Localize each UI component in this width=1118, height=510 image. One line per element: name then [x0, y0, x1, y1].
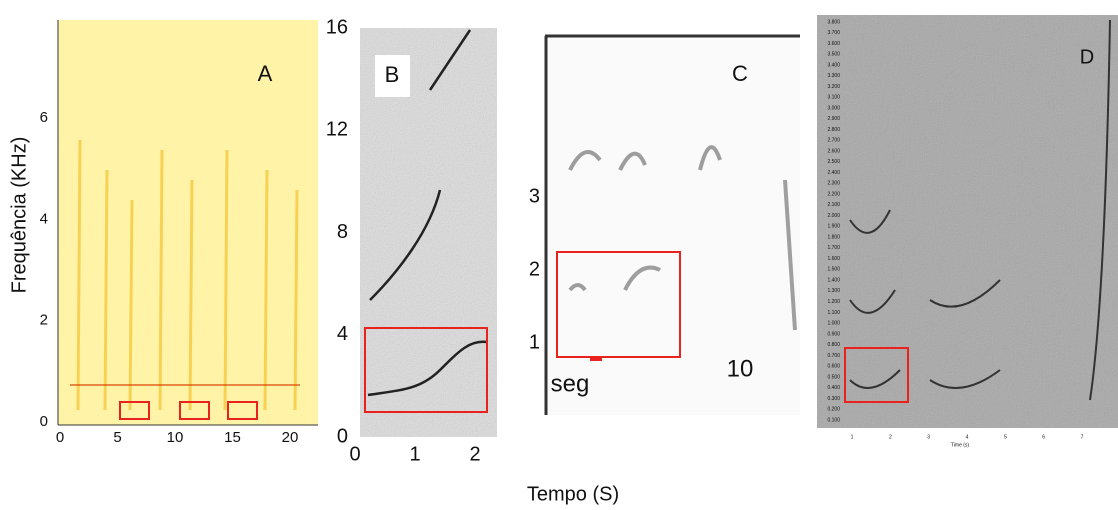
y-tick-label: 2: [529, 258, 540, 280]
y-tick-label: 3.600: [827, 41, 840, 47]
y-tick-label: 3: [529, 185, 540, 207]
y-tick-label: 3.400: [827, 62, 840, 68]
y-tick-label: 16: [326, 16, 348, 38]
x-tick-label: 1: [409, 443, 420, 465]
noise-d: [817, 15, 1118, 428]
y-tick-label: 12: [326, 119, 348, 141]
y-tick-label: 2.800: [827, 127, 840, 133]
panel-letter: C: [732, 61, 748, 86]
y-tick-label: 2.100: [827, 202, 840, 208]
panel-letter: B: [385, 62, 400, 87]
y-tick-label: 2: [40, 312, 48, 329]
y-tick-label: 2.200: [827, 191, 840, 197]
y-tick-label: 0.200: [827, 407, 840, 413]
x-tick-label: 3: [927, 434, 930, 440]
y-tick-label: 2.600: [827, 148, 840, 154]
y-tick-label: 3.800: [827, 19, 840, 25]
y-axis-label: Frequência (KHz): [8, 137, 30, 294]
highlight-box: [844, 347, 909, 403]
y-tick-label: 3.500: [827, 52, 840, 58]
x-tick-label: 6: [1042, 434, 1045, 440]
y-tick-label: 2.300: [827, 181, 840, 187]
y-tick-label: 3.100: [827, 95, 840, 101]
y-tick-label: 0.900: [827, 331, 840, 337]
signal-a: [76, 139, 299, 411]
y-tick-label: 8: [337, 221, 348, 243]
y-tick-label: 4: [40, 210, 48, 227]
y-tick-label: 2.400: [827, 170, 840, 176]
highlight-box: [556, 251, 681, 358]
y-tick-label: 1.800: [827, 234, 840, 240]
y-tick-label: 0.300: [827, 396, 840, 402]
y-tick-label: 0.400: [827, 385, 840, 391]
x-tick-label: 7: [1081, 434, 1084, 440]
x-tick-label: 0: [349, 443, 360, 465]
x-axis-label: Time (s): [951, 442, 969, 448]
spectrogram-a: [58, 20, 318, 425]
y-tick-label: 3.300: [827, 73, 840, 79]
y-tick-label: 2.500: [827, 159, 840, 165]
scale-mark: [590, 356, 602, 361]
y-tick-label: 4: [337, 323, 348, 345]
y-tick-label: 1.700: [827, 245, 840, 251]
x-tick-label: 10: [167, 429, 184, 446]
y-tick-label: 1: [529, 331, 540, 353]
x-tick-label: 2: [469, 443, 480, 465]
y-tick-label: 2.700: [827, 138, 840, 144]
signal-b: [367, 29, 488, 397]
x-tick-label: 0: [56, 429, 64, 446]
x-tick-label: 5: [1004, 434, 1007, 440]
y-tick-label: 1.900: [827, 224, 840, 230]
signal-c: [568, 145, 797, 331]
x-tick-label: 15: [224, 429, 241, 446]
y-tick-label: 1.500: [827, 267, 840, 273]
y-tick-label: 0.100: [827, 417, 840, 423]
y-tick-label: 3.000: [827, 105, 840, 111]
y-tick-label: 0.800: [827, 342, 840, 348]
x-tick-label: 1: [851, 434, 854, 440]
panel-letter: A: [258, 61, 273, 86]
x-tick-label: 20: [282, 429, 299, 446]
y-tick-label: 1.200: [827, 299, 840, 305]
y-tick-label: 1.400: [827, 277, 840, 283]
y-tick-label: 1.600: [827, 256, 840, 262]
x-tick-label: 4: [966, 434, 969, 440]
unit-label: seg: [551, 370, 590, 397]
y-tick-label: 6: [40, 109, 48, 126]
spectrogram-c: [545, 35, 800, 415]
y-tick-label: 1.300: [827, 288, 840, 294]
panel-letter: D: [1080, 46, 1094, 68]
y-tick-label: 2.900: [827, 116, 840, 122]
x-tick-label: 10: [727, 355, 754, 382]
x-tick-label: 5: [113, 429, 121, 446]
highlight-box: [119, 401, 258, 420]
y-tick-label: 0: [40, 413, 48, 430]
x-axis-label: Tempo (S): [527, 483, 619, 505]
y-tick-label: 0.700: [827, 353, 840, 359]
y-tick-label: 1.000: [827, 321, 840, 327]
y-tick-label: 0.600: [827, 364, 840, 370]
y-tick-label: 3.200: [827, 84, 840, 90]
highlight-box: [364, 327, 488, 413]
label-box: [375, 55, 410, 97]
y-tick-label: 0: [337, 425, 348, 447]
signal-d: [849, 19, 1111, 401]
y-tick-label: 0.500: [827, 374, 840, 380]
x-tick-label: 2: [889, 434, 892, 440]
y-tick-label: 1.100: [827, 310, 840, 316]
y-tick-label: 3.700: [827, 30, 840, 36]
y-tick-label: 2.000: [827, 213, 840, 219]
